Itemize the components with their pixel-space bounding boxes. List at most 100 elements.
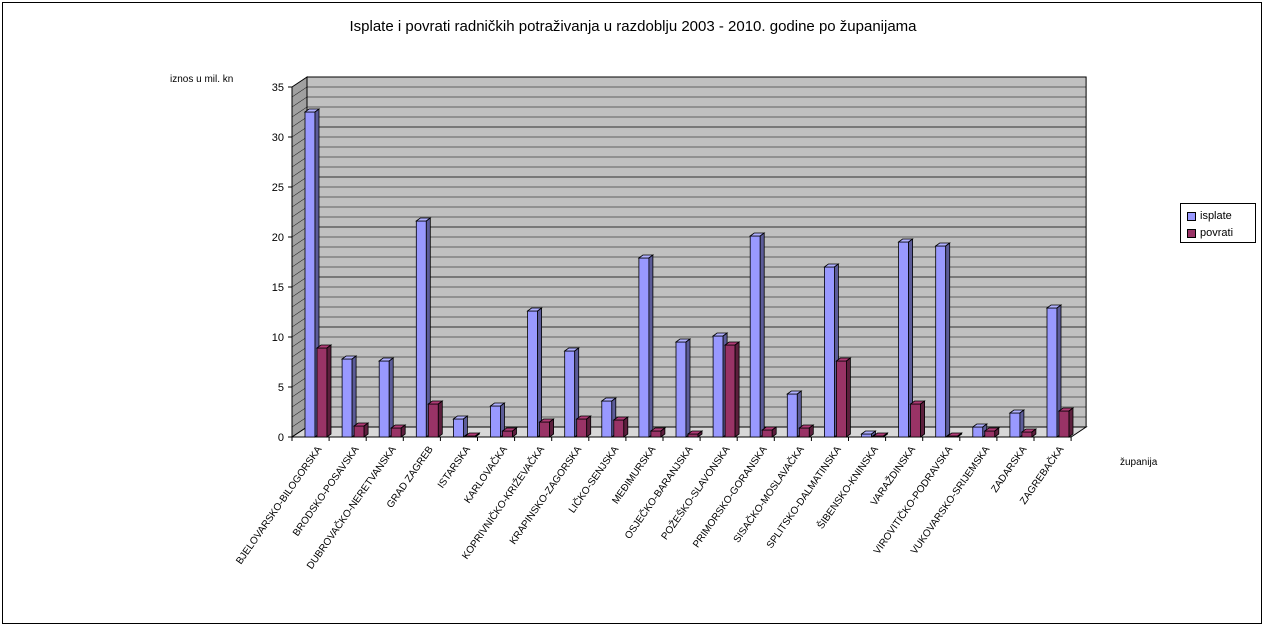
bar-side-povrati	[437, 400, 443, 438]
bar-povrati	[502, 430, 513, 438]
legend-swatch-isplate	[1187, 211, 1196, 221]
gridline-side	[291, 246, 308, 258]
gridline-side	[291, 326, 308, 338]
gridline-side	[291, 426, 308, 438]
bar-side-isplate	[388, 357, 394, 438]
bar-side-povrati	[957, 432, 963, 438]
bar-povrati	[650, 430, 662, 438]
bar-isplate	[601, 400, 613, 438]
gridline-side	[291, 206, 308, 218]
bar-side-povrati	[771, 426, 777, 438]
bar-povrati	[390, 427, 402, 438]
bar-isplate	[749, 235, 761, 438]
bar-side-povrati	[994, 427, 1000, 438]
bar-side-povrati	[623, 416, 629, 438]
gridline-side	[291, 226, 308, 238]
bar-povrati	[798, 427, 810, 438]
bar-isplate	[415, 220, 427, 438]
gridline-side	[291, 116, 308, 128]
bar-isplate	[712, 335, 724, 438]
bar-isplate	[564, 350, 576, 438]
bar-side-povrati	[549, 418, 554, 438]
y-axis-label: iznos u mil. kn	[170, 74, 233, 85]
gridline-side	[291, 216, 308, 228]
bar-side-isplate	[685, 338, 691, 438]
gridline-side	[291, 396, 308, 408]
bar-povrati	[1058, 410, 1070, 438]
gridline-side	[291, 386, 308, 398]
bar-side-povrati	[586, 415, 592, 438]
gridline-side	[291, 376, 308, 388]
bar-isplate	[527, 310, 538, 438]
gridline-side	[291, 336, 308, 348]
bar-side-povrati	[400, 424, 406, 438]
bar-side-povrati	[808, 424, 814, 438]
bar-povrati	[353, 425, 365, 438]
bar-povrati	[427, 403, 439, 438]
bar-side-povrati	[883, 432, 888, 438]
gridline-side	[291, 286, 308, 298]
bar-povrati	[613, 419, 625, 438]
y-tick-label: 20	[272, 232, 284, 244]
gridline-side	[291, 296, 308, 308]
bar-side-isplate	[462, 415, 468, 438]
gridline-side	[291, 96, 308, 108]
bar-side-povrati	[697, 430, 703, 438]
bar-povrati	[539, 421, 550, 438]
bar-povrati	[687, 433, 699, 438]
bar-side-povrati	[660, 427, 666, 438]
legend-item-povrati: povrati	[1187, 226, 1233, 240]
gridline-side	[291, 186, 308, 198]
gridline-side	[291, 196, 308, 208]
bar-povrati	[724, 344, 736, 438]
bar-isplate	[1009, 412, 1021, 438]
bar-isplate	[786, 393, 798, 438]
bar-isplate	[898, 241, 909, 438]
bar-isplate	[490, 405, 501, 438]
bar-side-povrati	[326, 344, 332, 438]
y-tick-label: 5	[278, 382, 284, 394]
bar-isplate	[452, 418, 464, 438]
x-tick-label: BRODSKO-POSAVSKA	[291, 444, 362, 538]
gridline-side	[291, 136, 308, 148]
y-tick-label: 35	[272, 82, 284, 94]
bar-isplate	[824, 266, 835, 438]
bar-side-povrati	[363, 422, 369, 438]
gridline-side	[291, 276, 308, 288]
bar-side-povrati	[734, 341, 740, 438]
x-tick-label: SPLITSKO-DALMATINSKA	[765, 444, 844, 551]
chart-title: Isplate i povrati radničkih potraživanja…	[349, 18, 917, 35]
gridline-side	[291, 356, 308, 368]
y-tick-label: 25	[272, 182, 284, 194]
y-tick-label: 0	[278, 432, 284, 444]
gridline-side	[291, 306, 308, 318]
chart-legend: isplate povrati	[1180, 203, 1256, 243]
bar-isplate	[935, 245, 947, 438]
gridline-side	[291, 76, 308, 88]
gridline-side	[291, 416, 308, 428]
gridline-side	[291, 346, 308, 358]
bar-povrati	[316, 347, 328, 438]
bar-side-povrati	[512, 427, 517, 438]
bar-side-povrati	[1068, 407, 1074, 438]
x-tick-label: PRIMORSKO-GORANSKA	[691, 444, 770, 550]
bar-side-isplate	[648, 254, 654, 438]
bar-povrati	[984, 430, 996, 438]
gridline-side	[291, 126, 308, 138]
gridline-side	[291, 266, 308, 278]
bar-povrati	[910, 403, 921, 438]
gridline-side	[291, 86, 308, 98]
bar-povrati	[1021, 431, 1033, 438]
bar-isplate	[304, 111, 316, 438]
bar-side-isplate	[945, 242, 951, 438]
x-tick-label: VUKOVARSKO-SRIJEMSKA	[909, 444, 992, 556]
bar-isplate	[378, 360, 390, 438]
gridline-side	[291, 316, 308, 328]
gridline-side	[291, 106, 308, 118]
bar-side-povrati	[846, 357, 851, 438]
gridline-side	[291, 366, 308, 378]
gridline-side	[291, 176, 308, 188]
bar-isplate	[1046, 307, 1058, 438]
gridline-side	[291, 256, 308, 268]
bar-povrati	[836, 360, 847, 438]
